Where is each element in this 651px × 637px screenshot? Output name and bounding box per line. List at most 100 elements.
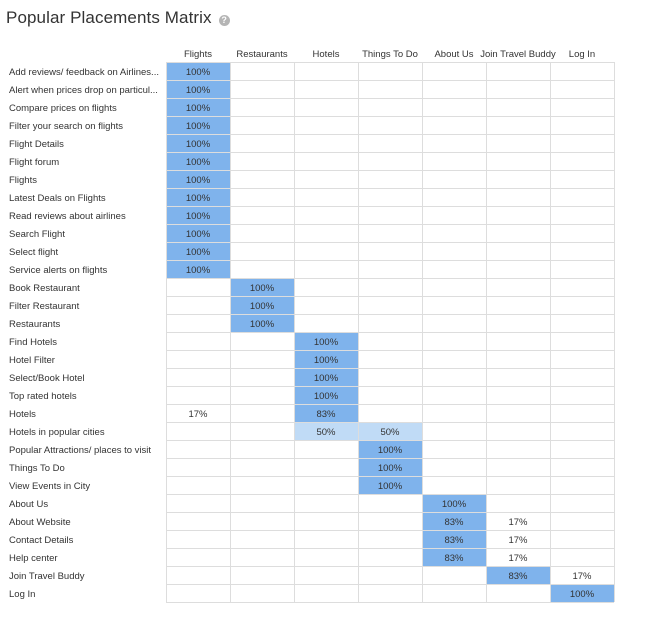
column-header: About Us [434, 49, 473, 60]
matrix-cell-fill [550, 584, 614, 602]
row-label: Things To Do [9, 463, 65, 474]
cell-value: 83% [444, 517, 464, 528]
column-header: Restaurants [236, 49, 287, 60]
cell-value: 17% [508, 517, 528, 528]
row-label: Hotels in popular cities [9, 427, 105, 438]
matrix-cell-fill [358, 422, 422, 440]
matrix-cell-fill [166, 62, 230, 80]
cell-value: 100% [186, 121, 211, 132]
matrix-cell-fill [166, 80, 230, 98]
cell-value: 100% [186, 67, 211, 78]
cell-value: 100% [314, 355, 339, 366]
matrix-cell-fill [358, 440, 422, 458]
matrix-cell-fill [230, 314, 294, 332]
matrix-cell-fill [358, 458, 422, 476]
matrix-cell-fill [422, 548, 486, 566]
matrix-cell-fill [294, 332, 358, 350]
row-label: Flight Details [9, 139, 64, 150]
matrix-cell-fill [166, 242, 230, 260]
matrix-cell-fill [166, 188, 230, 206]
cell-value: 100% [378, 463, 403, 474]
cell-value: 100% [186, 265, 211, 276]
matrix-cell-fill [422, 530, 486, 548]
cell-value: 100% [378, 445, 403, 456]
row-label: Select flight [9, 247, 58, 258]
cell-value: 100% [314, 391, 339, 402]
row-label: Find Hotels [9, 337, 57, 348]
cell-value: 17% [572, 571, 592, 582]
row-label: Filter Restaurant [9, 301, 80, 312]
cell-value: 100% [186, 247, 211, 258]
cell-value: 100% [314, 337, 339, 348]
matrix-grid [166, 62, 615, 603]
matrix-cell-fill [294, 350, 358, 368]
cell-value: 100% [378, 481, 403, 492]
row-label: Help center [9, 553, 58, 564]
matrix-cell-fill [294, 404, 358, 422]
column-header: Join Travel Buddy [480, 49, 556, 60]
matrix-cell-fill [166, 224, 230, 242]
cell-value: 17% [508, 553, 528, 564]
row-label: Compare prices on flights [9, 103, 117, 114]
row-label: Join Travel Buddy [9, 571, 85, 582]
question-circle-icon[interactable]: ? [218, 14, 230, 26]
row-label: Log In [9, 589, 35, 600]
matrix-cell-fill [294, 368, 358, 386]
matrix-cell-fill [294, 386, 358, 404]
row-label: Read reviews about airlines [9, 211, 126, 222]
cell-value: 50% [316, 427, 336, 438]
row-label: Add reviews/ feedback on Airlines... [9, 67, 159, 78]
row-label: Restaurants [9, 319, 60, 330]
row-label: Search Flight [9, 229, 65, 240]
matrix-cell-fill [230, 296, 294, 314]
cell-value: 83% [444, 535, 464, 546]
cell-value: 83% [508, 571, 528, 582]
matrix-cell-fill [166, 116, 230, 134]
row-label: Select/Book Hotel [9, 373, 85, 384]
row-label: Popular Attractions/ places to visit [9, 445, 151, 456]
cell-value: 100% [186, 139, 211, 150]
row-label: Flights [9, 175, 37, 186]
matrix-cell-fill [166, 170, 230, 188]
row-label: Latest Deals on Flights [9, 193, 106, 204]
chart-header: Popular Placements Matrix ? [6, 8, 230, 28]
row-label: About Us [9, 499, 48, 510]
cell-value: 100% [186, 157, 211, 168]
cell-value: 100% [186, 103, 211, 114]
cell-value: 100% [186, 211, 211, 222]
row-label: Top rated hotels [9, 391, 77, 402]
matrix-cell-fill [166, 98, 230, 116]
matrix-cell-fill [422, 494, 486, 512]
cell-value: 83% [316, 409, 336, 420]
row-label: Contact Details [9, 535, 74, 546]
cell-value: 100% [314, 373, 339, 384]
matrix-cell-fill [358, 476, 422, 494]
matrix-cell-fill [486, 566, 550, 584]
cell-value: 17% [508, 535, 528, 546]
matrix-cell-fill [166, 152, 230, 170]
row-label: Service alerts on flights [9, 265, 107, 276]
row-label: Hotels [9, 409, 36, 420]
cell-value: 100% [250, 319, 275, 330]
row-label: About Website [9, 517, 71, 528]
cell-value: 100% [442, 499, 467, 510]
column-header: Flights [184, 49, 212, 60]
row-label: Hotel Filter [9, 355, 55, 366]
cell-value: 100% [186, 229, 211, 240]
matrix-cell-fill [422, 512, 486, 530]
cell-value: 100% [250, 283, 275, 294]
matrix-cell-fill [166, 134, 230, 152]
column-header: Things To Do [362, 49, 418, 60]
row-label: Book Restaurant [9, 283, 80, 294]
matrix-cell-fill [294, 422, 358, 440]
cell-value: 100% [250, 301, 275, 312]
cell-value: 83% [444, 553, 464, 564]
cell-value: 50% [380, 427, 400, 438]
cell-value: 100% [570, 589, 595, 600]
row-label: Filter your search on flights [9, 121, 123, 132]
row-label: Flight forum [9, 157, 59, 168]
column-header: Log In [569, 49, 595, 60]
matrix-cell-fill [166, 206, 230, 224]
row-label: Alert when prices drop on particul... [9, 85, 158, 96]
